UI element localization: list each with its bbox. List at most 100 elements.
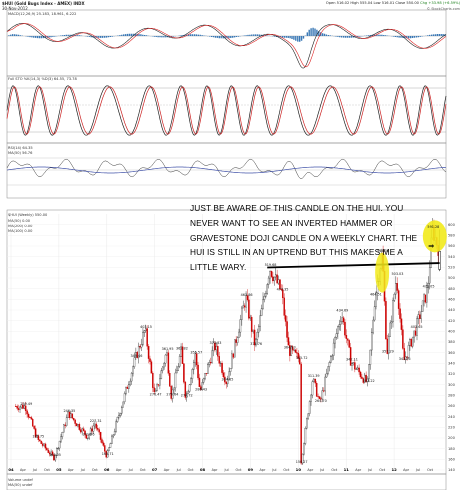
candle-body xyxy=(118,415,120,418)
price-value-label: 503.03 xyxy=(392,272,404,276)
candle-body xyxy=(386,338,389,354)
candle-body xyxy=(387,336,390,354)
candle-body xyxy=(68,411,71,418)
candle-body xyxy=(355,368,358,370)
x-month-label: Apr xyxy=(307,468,313,472)
candle-body xyxy=(249,316,252,319)
price-value-label: 276.47 xyxy=(150,393,162,397)
candle-body xyxy=(356,367,359,370)
candle-body xyxy=(92,425,95,432)
candle-body xyxy=(53,454,55,461)
candle-body xyxy=(102,442,105,446)
candle-body xyxy=(20,404,23,408)
price-value-label: 364.83 xyxy=(284,346,296,350)
candle-body xyxy=(204,373,206,379)
candle-body xyxy=(88,434,91,439)
candle-body xyxy=(225,381,228,385)
candle-body xyxy=(17,408,20,410)
candle-body xyxy=(219,362,222,364)
y-tick-label: 540 xyxy=(448,255,456,259)
candle-body xyxy=(185,393,188,398)
legend-ma50: MA(50) 0.00 xyxy=(8,219,31,223)
candle-body xyxy=(119,413,122,416)
candle-body xyxy=(335,333,338,338)
candle-body xyxy=(80,429,82,433)
rsi-label: RSI(14) 64.35 xyxy=(8,146,33,150)
candle-body xyxy=(283,297,285,316)
candle-body xyxy=(276,274,278,284)
candle-body xyxy=(16,406,18,409)
candle-body xyxy=(188,384,191,392)
candle-body xyxy=(279,279,281,290)
candle-body xyxy=(310,394,312,402)
candle-body xyxy=(358,367,360,373)
candle-body xyxy=(174,372,177,389)
x-month-label: Jul xyxy=(32,468,37,472)
candle-body xyxy=(424,294,427,303)
price-value-label: 276.64 xyxy=(166,393,178,397)
candle-body xyxy=(136,352,139,358)
x-month-label: Jul xyxy=(319,468,324,472)
candle-body xyxy=(427,283,430,288)
candle-body xyxy=(137,345,140,358)
candle-body xyxy=(95,423,98,429)
candle-body xyxy=(212,342,215,351)
candle-body xyxy=(147,346,150,359)
y-tick-label: 240 xyxy=(448,415,456,419)
price-value-label: 362.82 xyxy=(176,347,188,351)
candle-body xyxy=(142,332,144,345)
y-tick-label: 480 xyxy=(448,287,456,291)
candle-body xyxy=(238,331,240,338)
candle-body xyxy=(48,452,51,455)
candle-body xyxy=(407,345,410,358)
rsi-ma-line xyxy=(6,166,447,174)
volume-panel xyxy=(6,473,447,490)
volume-label: Volume undef xyxy=(8,478,33,482)
candle-body xyxy=(176,370,178,374)
candle-body xyxy=(160,370,163,380)
candle-body xyxy=(311,381,314,396)
rsi-panel xyxy=(6,142,447,199)
candle-body xyxy=(397,290,400,309)
price-value-label: 464.51 xyxy=(370,292,382,296)
candle-body xyxy=(390,321,393,324)
candle-body xyxy=(236,337,239,343)
candle-body xyxy=(150,361,153,374)
macd-histogram xyxy=(8,27,446,42)
candle-body xyxy=(170,386,172,399)
candle-body xyxy=(426,287,428,303)
candle-body xyxy=(140,344,143,348)
candle-body xyxy=(169,373,171,387)
candle-body xyxy=(296,352,298,354)
candle-body xyxy=(369,349,372,365)
x-year-label: 06 xyxy=(104,467,110,472)
arrow-head xyxy=(432,244,434,248)
candle-body xyxy=(64,424,66,426)
candle-body xyxy=(410,339,413,347)
candle-body xyxy=(414,330,417,336)
candle-body xyxy=(317,396,319,398)
candle-body xyxy=(214,342,216,351)
candle-body xyxy=(202,378,205,383)
x-month-label: Oct xyxy=(236,468,243,472)
candle-body xyxy=(70,413,72,418)
candle-body xyxy=(77,424,79,427)
candle-body xyxy=(177,366,180,371)
candle-body xyxy=(183,363,185,383)
candle-body xyxy=(167,352,170,374)
candle-body xyxy=(267,277,270,285)
arrow-icon xyxy=(428,244,434,248)
y-tick-label: 520 xyxy=(448,266,456,270)
candle-body xyxy=(106,450,109,458)
candle-body xyxy=(318,396,321,399)
candle-body xyxy=(47,449,50,453)
x-month-label: Jul xyxy=(80,468,85,472)
candle-body xyxy=(178,355,181,367)
candle-body xyxy=(81,428,83,433)
candle-body xyxy=(282,289,284,299)
y-tick-label: 420 xyxy=(448,319,456,323)
x-month-label: Apr xyxy=(20,468,26,472)
price-value-label: 371.76 xyxy=(250,342,262,346)
x-year-label: 12 xyxy=(391,467,397,472)
x-month-label: Oct xyxy=(140,468,147,472)
